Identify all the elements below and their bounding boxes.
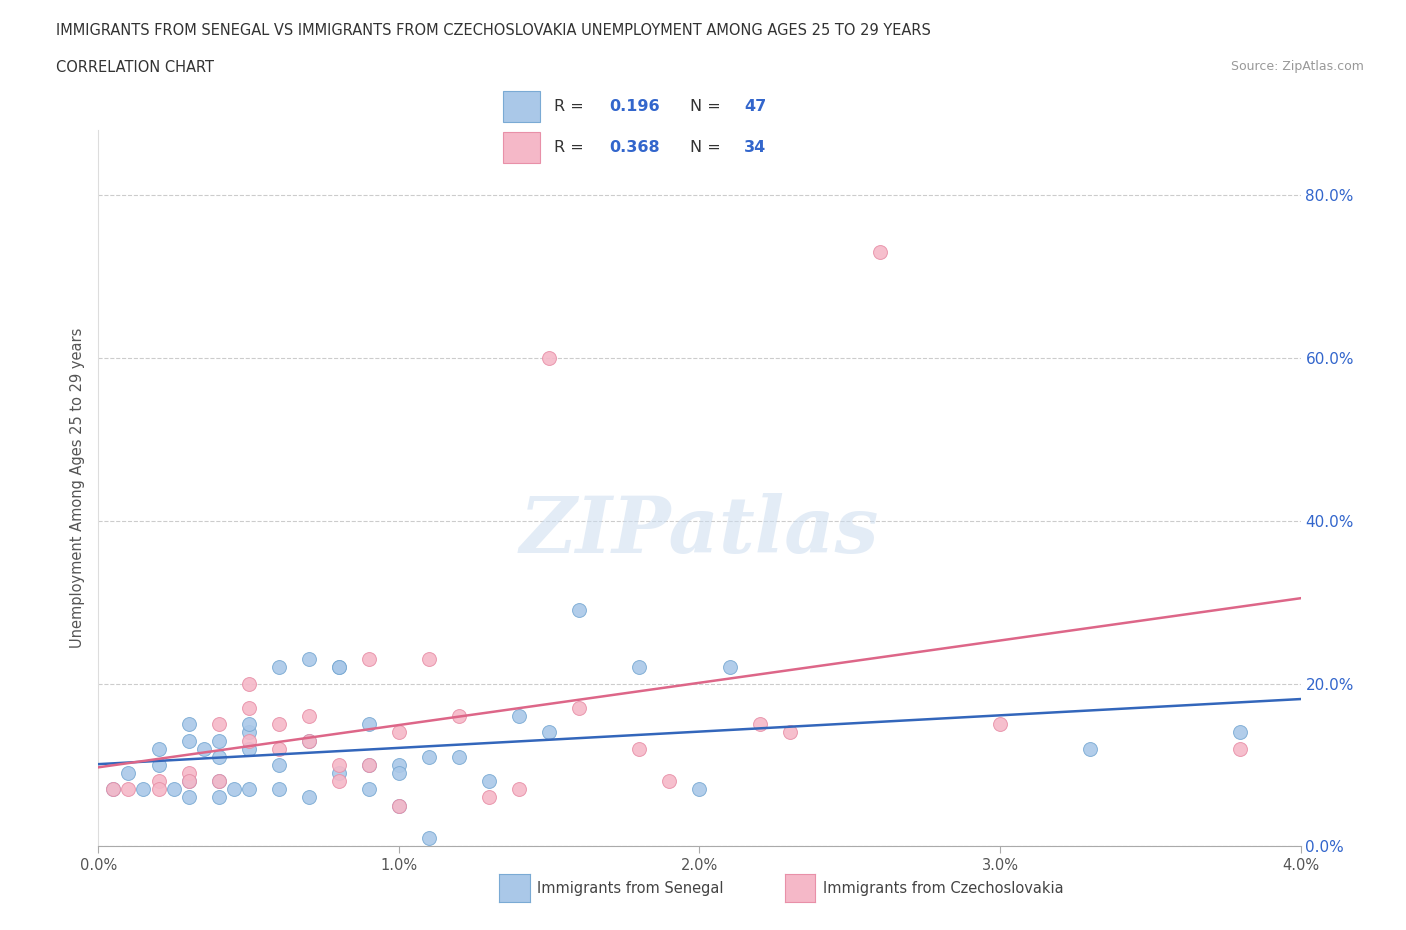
Point: [298, 709, 321, 724]
Point: [779, 725, 801, 740]
Text: 34: 34: [744, 140, 766, 155]
Point: [1229, 741, 1251, 756]
Point: [1078, 741, 1101, 756]
Point: [267, 741, 290, 756]
Point: [238, 733, 260, 748]
Point: [238, 725, 260, 740]
Point: [148, 757, 170, 772]
Point: [328, 660, 350, 675]
FancyBboxPatch shape: [503, 132, 540, 164]
Point: [267, 660, 290, 675]
Point: [328, 757, 350, 772]
Text: R =: R =: [554, 99, 589, 113]
Point: [508, 782, 530, 797]
Text: 47: 47: [744, 99, 766, 113]
Point: [388, 765, 411, 780]
Point: [208, 717, 231, 732]
Point: [328, 765, 350, 780]
Point: [508, 709, 530, 724]
Point: [418, 830, 440, 845]
Point: [238, 700, 260, 715]
Point: [748, 717, 770, 732]
Point: [478, 790, 501, 805]
Point: [718, 660, 741, 675]
Point: [238, 676, 260, 691]
Point: [568, 700, 591, 715]
Point: [298, 733, 321, 748]
Point: [267, 717, 290, 732]
Point: [267, 782, 290, 797]
Point: [357, 757, 380, 772]
Point: [1229, 725, 1251, 740]
Text: CORRELATION CHART: CORRELATION CHART: [56, 60, 214, 75]
Point: [177, 765, 200, 780]
Point: [148, 741, 170, 756]
Point: [357, 652, 380, 667]
Point: [177, 774, 200, 789]
Point: [418, 652, 440, 667]
Point: [328, 660, 350, 675]
Point: [628, 660, 651, 675]
Point: [208, 774, 231, 789]
Point: [388, 725, 411, 740]
Point: [208, 790, 231, 805]
Point: [328, 774, 350, 789]
Point: [538, 725, 561, 740]
Point: [238, 782, 260, 797]
Point: [568, 603, 591, 618]
Point: [103, 782, 125, 797]
FancyBboxPatch shape: [503, 91, 540, 122]
Text: N =: N =: [689, 140, 725, 155]
Text: Immigrants from Czechoslovakia: Immigrants from Czechoslovakia: [823, 881, 1063, 896]
Point: [988, 717, 1011, 732]
Point: [177, 733, 200, 748]
Point: [447, 709, 470, 724]
Point: [177, 774, 200, 789]
Point: [132, 782, 155, 797]
Point: [103, 782, 125, 797]
Point: [298, 790, 321, 805]
Point: [177, 717, 200, 732]
Text: Immigrants from Senegal: Immigrants from Senegal: [537, 881, 724, 896]
Text: N =: N =: [689, 99, 725, 113]
Point: [208, 733, 231, 748]
Point: [148, 774, 170, 789]
Point: [388, 757, 411, 772]
Point: [478, 774, 501, 789]
Point: [162, 782, 184, 797]
Point: [177, 790, 200, 805]
Point: [869, 245, 891, 259]
Point: [658, 774, 681, 789]
Point: [418, 750, 440, 764]
Point: [238, 741, 260, 756]
Point: [117, 782, 139, 797]
Text: R =: R =: [554, 140, 589, 155]
Point: [357, 717, 380, 732]
Text: 0.196: 0.196: [609, 99, 659, 113]
Point: [447, 750, 470, 764]
Point: [148, 782, 170, 797]
Point: [628, 741, 651, 756]
Point: [193, 741, 215, 756]
Point: [267, 757, 290, 772]
Point: [357, 782, 380, 797]
Point: [222, 782, 245, 797]
Text: ZIPatlas: ZIPatlas: [520, 493, 879, 569]
Point: [538, 351, 561, 365]
Point: [388, 798, 411, 813]
Text: IMMIGRANTS FROM SENEGAL VS IMMIGRANTS FROM CZECHOSLOVAKIA UNEMPLOYMENT AMONG AGE: IMMIGRANTS FROM SENEGAL VS IMMIGRANTS FR…: [56, 23, 931, 38]
Point: [238, 717, 260, 732]
Y-axis label: Unemployment Among Ages 25 to 29 years: Unemployment Among Ages 25 to 29 years: [70, 328, 86, 648]
Point: [298, 733, 321, 748]
Point: [117, 765, 139, 780]
Point: [298, 652, 321, 667]
Text: Source: ZipAtlas.com: Source: ZipAtlas.com: [1230, 60, 1364, 73]
Point: [208, 774, 231, 789]
Point: [208, 750, 231, 764]
Point: [357, 757, 380, 772]
Text: 0.368: 0.368: [609, 140, 659, 155]
Point: [689, 782, 711, 797]
Point: [388, 798, 411, 813]
